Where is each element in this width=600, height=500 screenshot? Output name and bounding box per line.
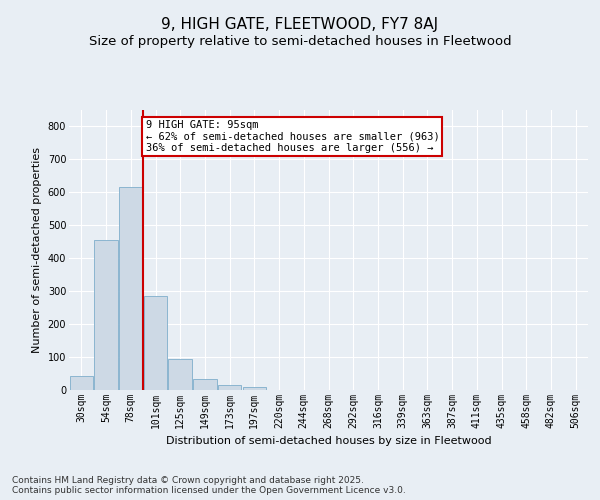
Bar bbox=[242, 388, 266, 390]
Bar bbox=[119, 188, 143, 390]
Bar bbox=[94, 240, 118, 390]
Text: 9, HIGH GATE, FLEETWOOD, FY7 8AJ: 9, HIGH GATE, FLEETWOOD, FY7 8AJ bbox=[161, 18, 439, 32]
Bar bbox=[169, 360, 192, 390]
X-axis label: Distribution of semi-detached houses by size in Fleetwood: Distribution of semi-detached houses by … bbox=[166, 436, 491, 446]
Bar bbox=[144, 296, 167, 390]
Bar bbox=[193, 379, 217, 390]
Y-axis label: Number of semi-detached properties: Number of semi-detached properties bbox=[32, 147, 42, 353]
Text: Contains HM Land Registry data © Crown copyright and database right 2025.
Contai: Contains HM Land Registry data © Crown c… bbox=[12, 476, 406, 495]
Bar bbox=[70, 376, 93, 390]
Text: Size of property relative to semi-detached houses in Fleetwood: Size of property relative to semi-detach… bbox=[89, 35, 511, 48]
Bar bbox=[218, 385, 241, 390]
Text: 9 HIGH GATE: 95sqm
← 62% of semi-detached houses are smaller (963)
36% of semi-d: 9 HIGH GATE: 95sqm ← 62% of semi-detache… bbox=[146, 120, 439, 153]
